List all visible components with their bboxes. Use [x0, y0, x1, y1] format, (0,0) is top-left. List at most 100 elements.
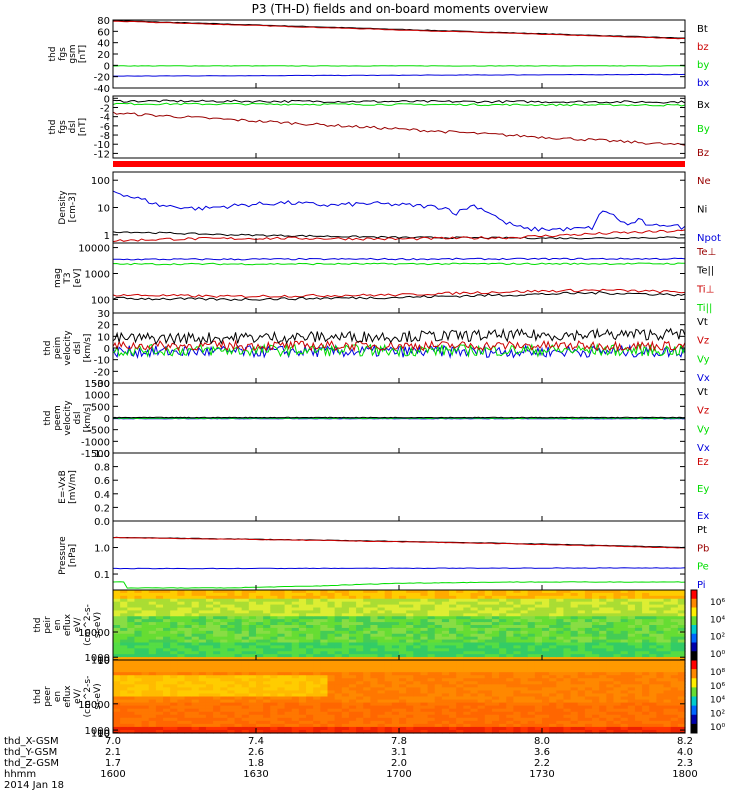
heatmap-cell — [434, 592, 443, 597]
heatmap-cell — [234, 601, 243, 606]
heatmap-cell — [155, 672, 164, 676]
heatmap-cell — [184, 654, 193, 658]
heatmap-cell — [356, 723, 364, 728]
heatmap-cell — [263, 598, 271, 603]
heatmap-cell — [163, 690, 171, 695]
heatmap-cell — [542, 663, 550, 667]
heatmap-cell — [220, 622, 228, 626]
heatmap-cell — [155, 642, 164, 647]
heatmap-cell — [370, 687, 379, 692]
heatmap-cell — [334, 711, 343, 716]
heatmap-cell — [391, 619, 400, 623]
heatmap-cell — [370, 622, 379, 626]
heatmap-cell — [413, 648, 422, 652]
heatmap-cell — [499, 675, 507, 679]
heatmap-cell — [434, 633, 443, 638]
heatmap-cell — [284, 705, 293, 710]
heatmap-cell — [506, 678, 514, 682]
heatmap-cell — [205, 693, 214, 698]
heatmap-cell — [599, 601, 607, 606]
heatmap-cell — [570, 666, 579, 670]
heatmap-cell — [334, 708, 343, 713]
heatmap-cell — [470, 627, 479, 632]
heatmap-cell — [141, 714, 150, 719]
heatmap-cell — [313, 714, 321, 719]
heatmap-cell — [542, 639, 550, 644]
heatmap-cell — [649, 693, 657, 698]
heatmap-cell — [213, 598, 221, 603]
heatmap-cell — [327, 657, 336, 661]
heatmap-cell — [363, 696, 371, 701]
heatmap-cell — [313, 595, 321, 600]
heatmap-cell — [227, 595, 236, 600]
series-Bt — [112, 19, 685, 39]
heatmap-cell — [477, 663, 486, 667]
heatmap-cell — [198, 696, 207, 701]
heatmap-cell — [677, 592, 686, 597]
colorbar-segment — [691, 590, 697, 600]
heatmap-cell — [584, 630, 593, 635]
heatmap-cell — [313, 590, 321, 594]
heatmap-cell — [113, 672, 121, 676]
heatmap-cell — [670, 708, 679, 713]
heatmap-cell — [313, 604, 321, 609]
heatmap-cell — [642, 633, 650, 638]
heatmap-cell — [313, 681, 321, 685]
heatmap-cell — [127, 616, 136, 620]
heatmap-cell — [620, 675, 629, 679]
heatmap-cell — [263, 675, 271, 679]
heatmap-cell — [148, 690, 157, 695]
heatmap-cell — [356, 705, 364, 710]
heatmap-cell — [592, 669, 600, 673]
heatmap-cell — [213, 601, 221, 606]
heatmap-cell — [263, 708, 271, 713]
heatmap-cell — [449, 607, 457, 612]
heatmap-cell — [134, 696, 143, 701]
heatmap-cell — [670, 630, 679, 635]
heatmap-cell — [420, 604, 429, 609]
y-tick-label: 0.8 — [94, 463, 110, 474]
heatmap-cell — [527, 645, 536, 649]
heatmap-cell — [627, 616, 636, 620]
heatmap-cell — [649, 657, 657, 661]
heatmap-cell — [270, 714, 279, 719]
heatmap-cell — [620, 666, 629, 670]
colorbar-segment — [691, 678, 697, 688]
heatmap-cell — [177, 648, 186, 652]
heatmap-cell — [656, 648, 665, 652]
heatmap-cell — [384, 654, 393, 658]
heatmap-cell — [570, 601, 579, 606]
heatmap-cell — [656, 616, 665, 620]
heatmap-cell — [420, 723, 429, 728]
heatmap-cell — [406, 669, 414, 673]
heatmap-cell — [520, 654, 529, 658]
heatmap-cell — [563, 711, 572, 716]
heatmap-cell — [277, 657, 286, 661]
heatmap-cell — [406, 592, 414, 597]
heatmap-cell — [470, 648, 479, 652]
heatmap-cell — [377, 672, 386, 676]
heatmap-cell — [127, 666, 136, 670]
heatmap-cell — [134, 601, 143, 606]
heatmap-cell — [634, 645, 643, 649]
heatmap-cell — [284, 642, 293, 647]
heatmap-cell — [434, 714, 443, 719]
heatmap-cell — [656, 708, 665, 713]
heatmap-cell — [627, 705, 636, 710]
heatmap-cell — [542, 672, 550, 676]
heatmap-cell — [148, 723, 157, 728]
heatmap-cell — [384, 720, 393, 725]
heatmap-cell — [248, 684, 257, 688]
heatmap-cell — [334, 681, 343, 685]
heatmap-cell — [599, 648, 607, 652]
heatmap-cell — [542, 636, 550, 641]
heatmap-cell — [470, 616, 479, 620]
heatmap-cell — [263, 726, 271, 731]
heatmap-cell — [120, 717, 128, 722]
x-axis-row-label: thd_Y-GSM — [4, 747, 57, 758]
heatmap-cell — [506, 684, 514, 688]
heatmap-cell — [120, 729, 128, 734]
heatmap-cell — [298, 601, 307, 606]
heatmap-cell — [584, 622, 593, 626]
heatmap-cell — [320, 723, 329, 728]
